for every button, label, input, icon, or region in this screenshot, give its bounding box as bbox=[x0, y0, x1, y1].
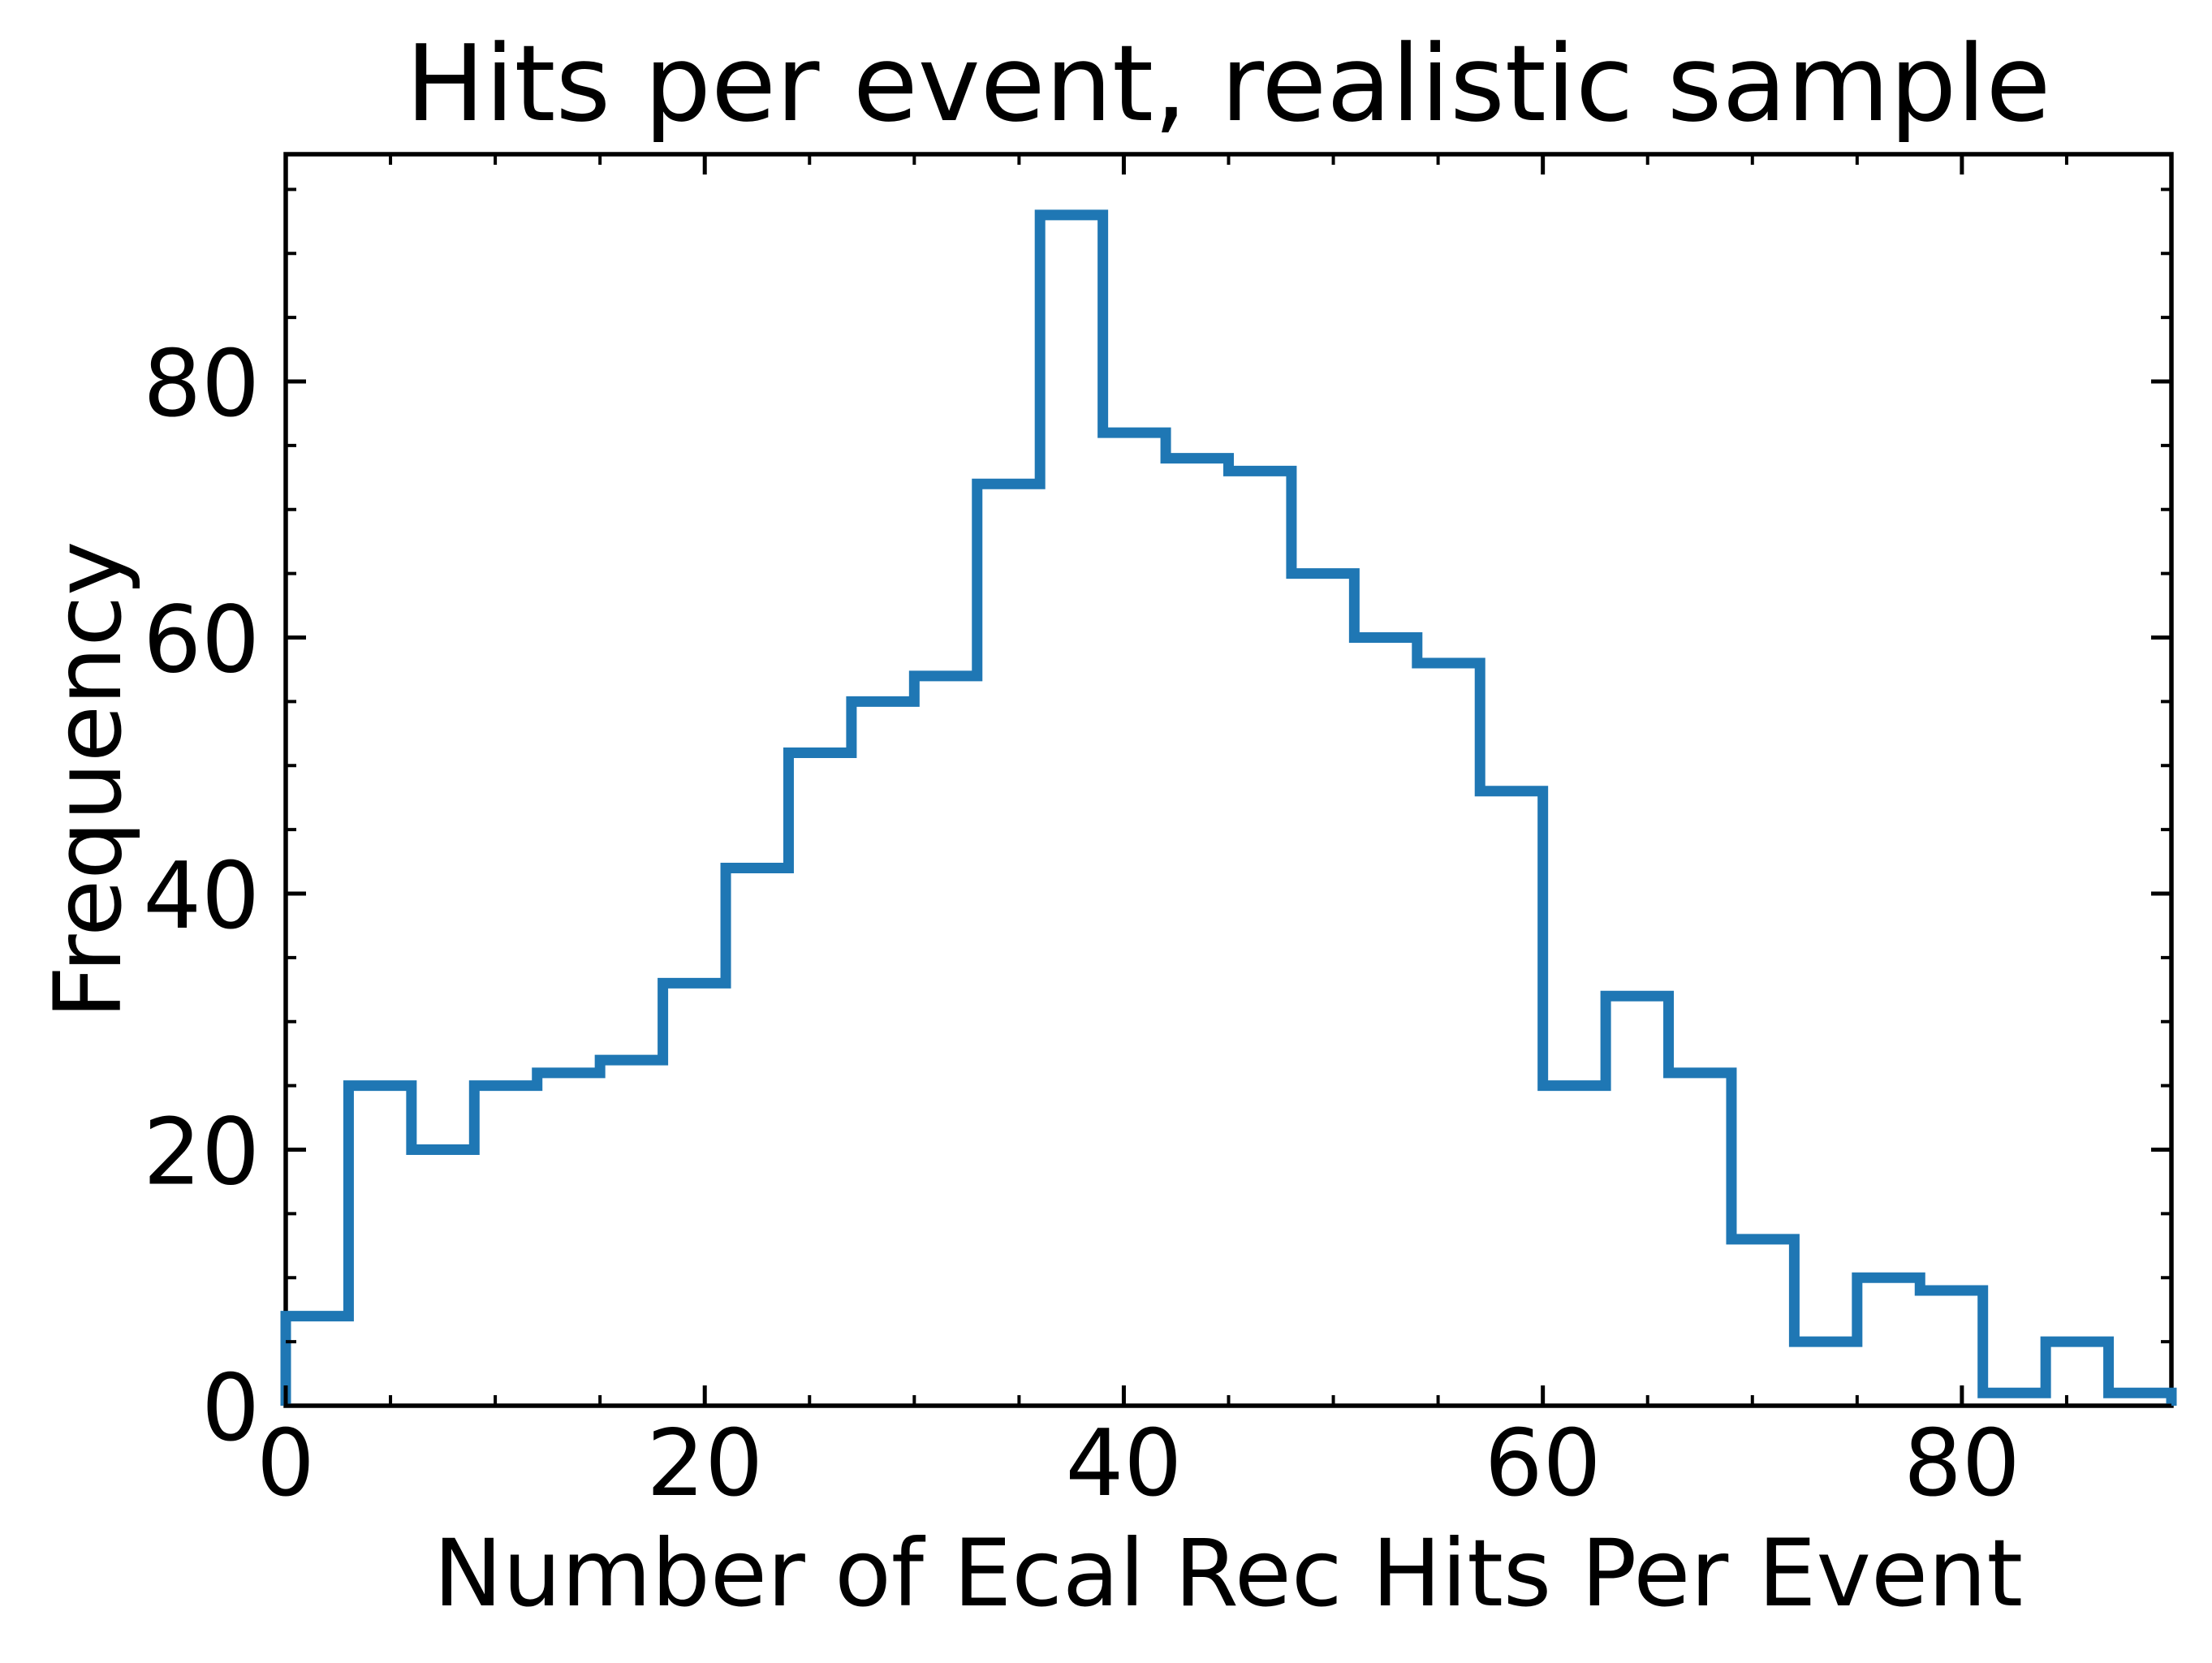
x-tick-label: 20 bbox=[646, 1410, 763, 1517]
plot-title: Hits per event, realistic sample bbox=[406, 22, 2051, 145]
x-tick-label: 0 bbox=[257, 1410, 315, 1517]
x-tick-label: 80 bbox=[1904, 1410, 2020, 1517]
y-tick-label: 20 bbox=[143, 1099, 260, 1206]
y-tick-label: 40 bbox=[143, 842, 260, 950]
y-tick-label: 60 bbox=[143, 587, 260, 694]
x-tick-label: 60 bbox=[1485, 1410, 1602, 1517]
y-axis-label: Frequency bbox=[34, 541, 142, 1019]
y-tick-label: 80 bbox=[143, 330, 260, 437]
plot-spines bbox=[283, 152, 2174, 1408]
plot-area: 0 20 40 60 80 0 20 40 60 80 bbox=[143, 152, 2177, 1517]
histogram-step-line bbox=[280, 209, 2177, 1406]
x-axis-label: Number of Ecal Rec Hits Per Event bbox=[433, 1519, 2023, 1627]
y-tick-label: 0 bbox=[201, 1355, 260, 1462]
x-tick-label: 40 bbox=[1066, 1410, 1183, 1517]
